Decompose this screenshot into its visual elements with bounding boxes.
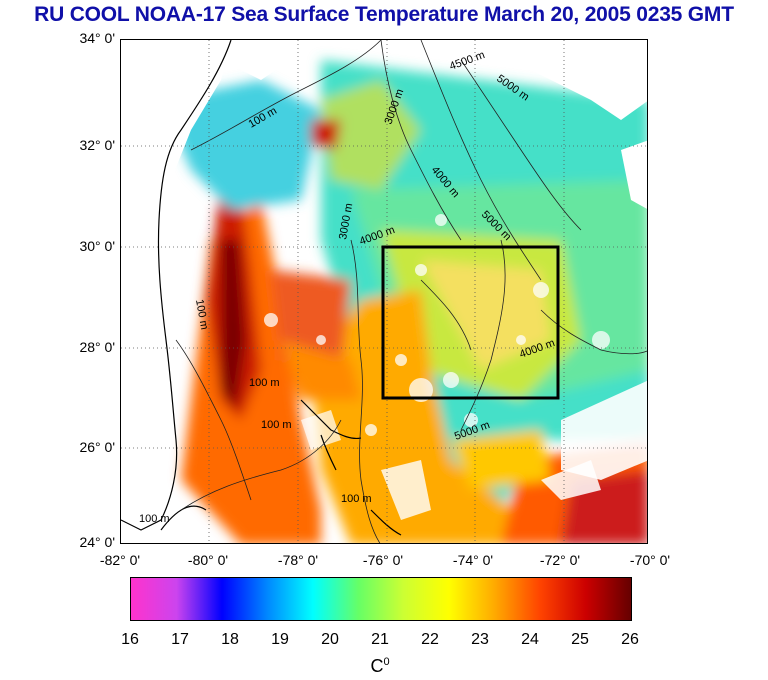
contour-label: 100 m [193, 298, 210, 330]
colorbar-label-16: 16 [121, 631, 139, 648]
lon-label-76: -76° 0' [362, 552, 404, 568]
cloud-mask [121, 40, 647, 543]
units-text: C [370, 656, 384, 676]
units-superscript: 0 [383, 656, 390, 668]
sst-field [161, 60, 647, 543]
lat-label-28: 28° 0' [79, 339, 115, 355]
contour-label: 100 m [341, 493, 372, 505]
colorbar-label-24: 24 [521, 631, 539, 648]
lon-label-74: -74° 0' [452, 552, 494, 568]
colorbar-label-19: 19 [271, 631, 289, 648]
lon-label-72: -72° 0' [539, 552, 581, 568]
coastline [121, 40, 402, 536]
lon-label-80: -80° 0' [187, 552, 229, 568]
colorbar-units: C0 [360, 656, 400, 677]
bathymetry-contours [175, 40, 647, 543]
lat-label-26: 26° 0' [79, 439, 115, 455]
lon-label-82: -82° 0' [99, 552, 141, 568]
lat-label-32: 32° 0' [79, 137, 115, 153]
sst-map: 100 m 3000 m 4500 m 5000 m 4000 m 5000 m… [120, 39, 648, 544]
contour-label: 100 m [139, 513, 170, 525]
colorbar-label-26: 26 [621, 631, 639, 648]
lon-label-78: -78° 0' [277, 552, 319, 568]
colorbar-label-25: 25 [571, 631, 589, 648]
temperature-colorbar [130, 577, 632, 621]
lat-label-24: 24° 0' [79, 534, 115, 550]
contour-label: 100 m [249, 377, 280, 389]
colorbar-label-17: 17 [171, 631, 189, 648]
colorbar-label-21: 21 [371, 631, 389, 648]
map-title: RU COOL NOAA-17 Sea Surface Temperature … [34, 3, 734, 26]
colorbar-label-20: 20 [321, 631, 339, 648]
contour-label: 100 m [261, 419, 292, 431]
sst-map-canvas: 100 m 3000 m 4500 m 5000 m 4000 m 5000 m… [121, 40, 647, 543]
lat-label-30: 30° 0' [79, 238, 115, 254]
lat-label-34: 34° 0' [79, 30, 115, 46]
colorbar-label-23: 23 [471, 631, 489, 648]
colorbar-label-18: 18 [221, 631, 239, 648]
lon-label-70: -70° 0' [629, 552, 671, 568]
colorbar-label-22: 22 [421, 631, 439, 648]
study-region-box [381, 245, 560, 400]
